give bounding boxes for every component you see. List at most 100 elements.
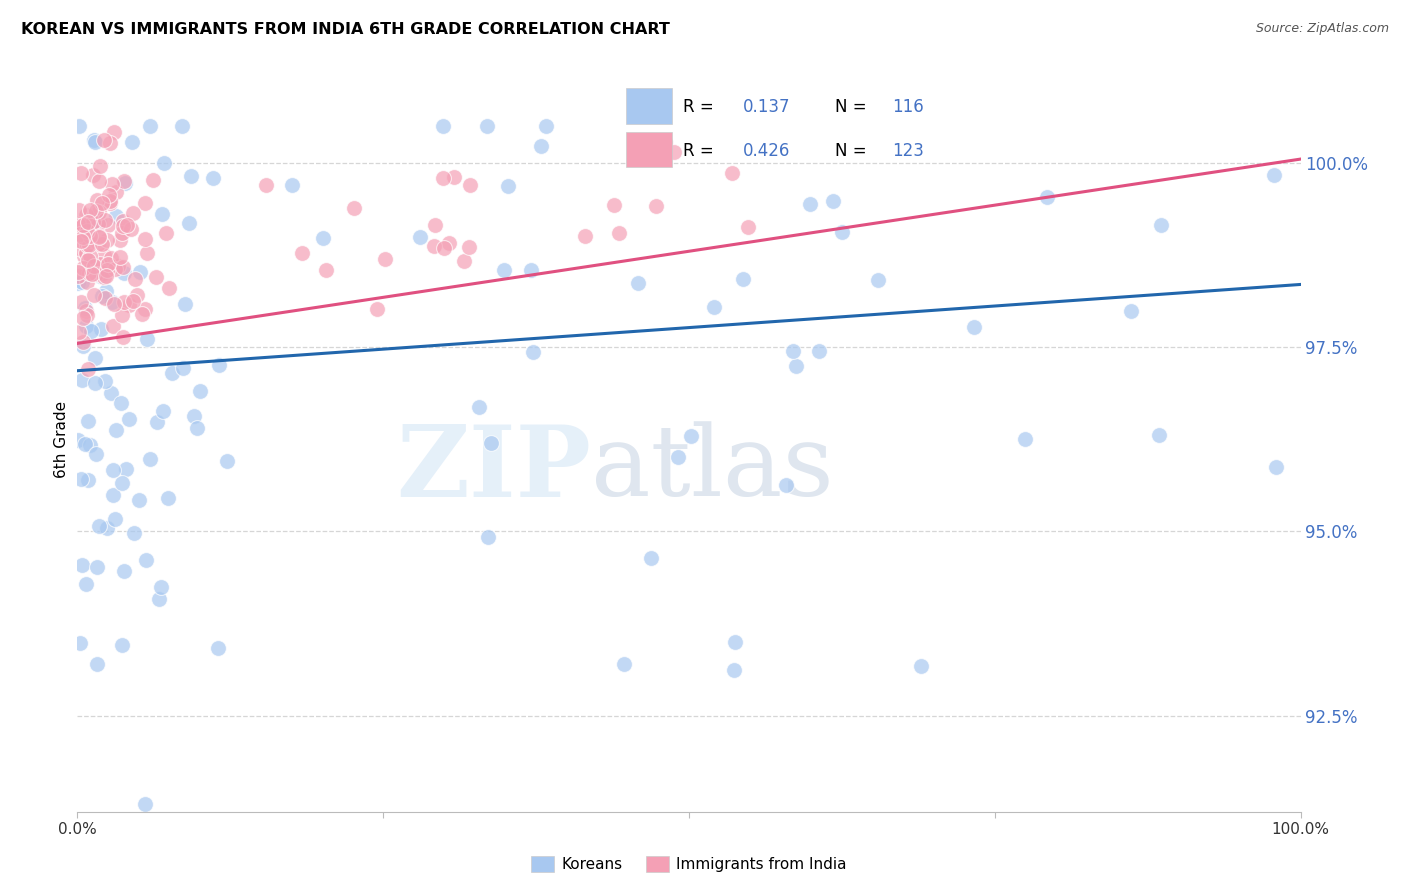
Point bbox=[67, 217, 90, 231]
Point bbox=[146, 415, 169, 429]
Text: atlas: atlas bbox=[591, 421, 834, 517]
Point bbox=[138, 119, 160, 133]
Point bbox=[93, 133, 115, 147]
Point bbox=[640, 551, 662, 566]
Point bbox=[75, 303, 97, 318]
Point bbox=[111, 308, 134, 322]
Point bbox=[180, 169, 202, 183]
Point bbox=[66, 277, 89, 291]
Point bbox=[75, 301, 97, 315]
Point bbox=[112, 267, 135, 281]
Point bbox=[183, 409, 205, 424]
Point bbox=[475, 119, 498, 133]
Point bbox=[112, 564, 135, 578]
Point bbox=[315, 263, 337, 277]
Point bbox=[100, 386, 122, 401]
Point bbox=[662, 145, 685, 160]
Point bbox=[479, 435, 502, 450]
Point bbox=[90, 322, 112, 336]
Point bbox=[70, 166, 93, 180]
Point bbox=[156, 491, 179, 505]
Point bbox=[94, 374, 117, 388]
Point bbox=[94, 291, 117, 305]
Point bbox=[522, 344, 544, 359]
Point bbox=[103, 319, 125, 334]
Point bbox=[112, 174, 135, 188]
Point bbox=[443, 169, 465, 184]
Point bbox=[104, 512, 127, 526]
Point bbox=[1147, 428, 1170, 442]
Point bbox=[723, 663, 745, 677]
Point bbox=[93, 270, 115, 285]
Point bbox=[111, 330, 134, 344]
Point bbox=[83, 351, 105, 366]
Point bbox=[291, 246, 314, 260]
Point bbox=[129, 265, 152, 279]
Point bbox=[724, 635, 747, 649]
Y-axis label: 6th Grade: 6th Grade bbox=[53, 401, 69, 478]
Text: Source: ZipAtlas.com: Source: ZipAtlas.com bbox=[1256, 22, 1389, 36]
Point bbox=[94, 213, 117, 227]
Point bbox=[70, 294, 93, 309]
Point bbox=[374, 252, 396, 267]
Point bbox=[101, 294, 124, 309]
Point bbox=[172, 361, 194, 376]
Point bbox=[457, 240, 479, 254]
Point bbox=[868, 273, 890, 287]
Point bbox=[962, 320, 984, 334]
Point bbox=[134, 195, 156, 210]
Point bbox=[125, 288, 148, 302]
Point bbox=[626, 276, 648, 290]
Point bbox=[202, 170, 225, 185]
Point bbox=[72, 334, 94, 349]
Point bbox=[89, 257, 111, 271]
Point bbox=[177, 217, 200, 231]
Point bbox=[98, 136, 121, 150]
Point bbox=[110, 250, 132, 264]
Point bbox=[808, 344, 831, 359]
Point bbox=[89, 174, 111, 188]
Point bbox=[439, 235, 461, 250]
Legend: Koreans, Immigrants from India: Koreans, Immigrants from India bbox=[524, 850, 853, 879]
Point bbox=[152, 404, 174, 418]
Point bbox=[73, 249, 96, 263]
Point bbox=[644, 199, 666, 213]
Point bbox=[72, 230, 94, 244]
Point bbox=[69, 325, 91, 339]
Point bbox=[86, 559, 108, 574]
Point bbox=[607, 226, 630, 240]
Point bbox=[86, 193, 108, 207]
Point bbox=[731, 272, 754, 286]
Point bbox=[120, 222, 142, 236]
Point bbox=[458, 178, 481, 193]
Point bbox=[654, 135, 676, 149]
Point bbox=[107, 259, 129, 273]
Point bbox=[70, 373, 93, 387]
Point bbox=[76, 308, 98, 322]
Point bbox=[108, 233, 131, 247]
Point bbox=[84, 135, 107, 149]
Point bbox=[281, 178, 304, 193]
Point bbox=[80, 267, 103, 281]
Point bbox=[97, 218, 120, 232]
Point bbox=[131, 307, 153, 321]
Point bbox=[80, 257, 103, 271]
Point bbox=[87, 236, 110, 251]
Point bbox=[84, 203, 107, 218]
Point bbox=[72, 339, 94, 353]
Point bbox=[84, 267, 107, 281]
Point bbox=[112, 260, 135, 275]
Point bbox=[93, 248, 115, 262]
Point bbox=[136, 245, 159, 260]
Point bbox=[91, 195, 114, 210]
Point bbox=[100, 251, 122, 265]
Point bbox=[122, 293, 145, 308]
Point bbox=[145, 269, 167, 284]
Point bbox=[76, 237, 98, 252]
Point bbox=[103, 463, 125, 477]
Point bbox=[823, 194, 845, 209]
Point bbox=[82, 168, 104, 182]
Point bbox=[128, 493, 150, 508]
Point bbox=[77, 266, 100, 280]
Point bbox=[94, 284, 117, 298]
